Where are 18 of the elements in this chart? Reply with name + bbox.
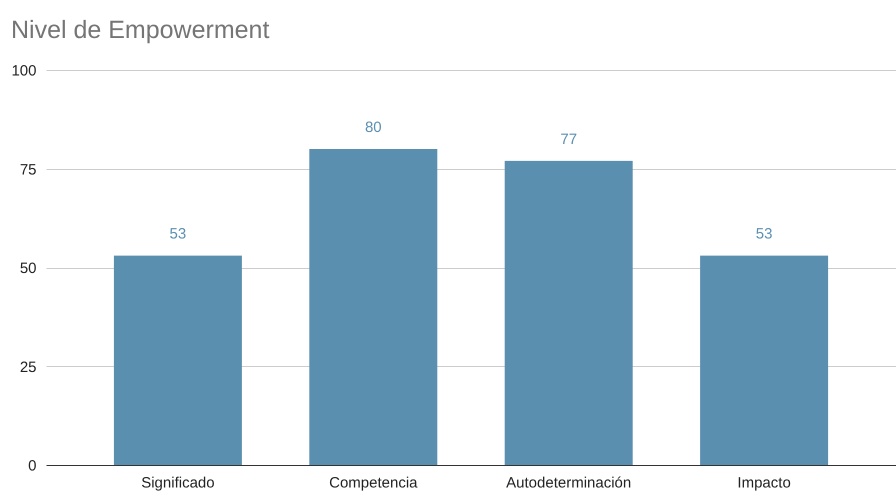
x-tick-label: Impacto bbox=[737, 474, 791, 492]
data-label: 53 bbox=[170, 226, 186, 243]
bar bbox=[114, 256, 242, 465]
y-tick-label: 25 bbox=[20, 358, 36, 376]
data-label: 80 bbox=[364, 119, 382, 136]
y-tick-label: 0 bbox=[28, 458, 36, 474]
bar bbox=[504, 160, 633, 465]
x-tick-label: Significado bbox=[141, 474, 215, 492]
y-tick-label: 100 bbox=[11, 62, 36, 80]
bar bbox=[700, 256, 828, 465]
y-tick-label: 75 bbox=[20, 161, 36, 178]
y-tick-label: 50 bbox=[20, 260, 36, 277]
data-label: 77 bbox=[560, 130, 578, 148]
bar bbox=[309, 149, 438, 465]
data-label: 53 bbox=[756, 226, 772, 243]
x-tick-label: Autodeterminación bbox=[506, 474, 632, 492]
x-tick-label: Competencia bbox=[329, 474, 418, 492]
chart-title: Nivel de Empowerment bbox=[10, 16, 270, 44]
